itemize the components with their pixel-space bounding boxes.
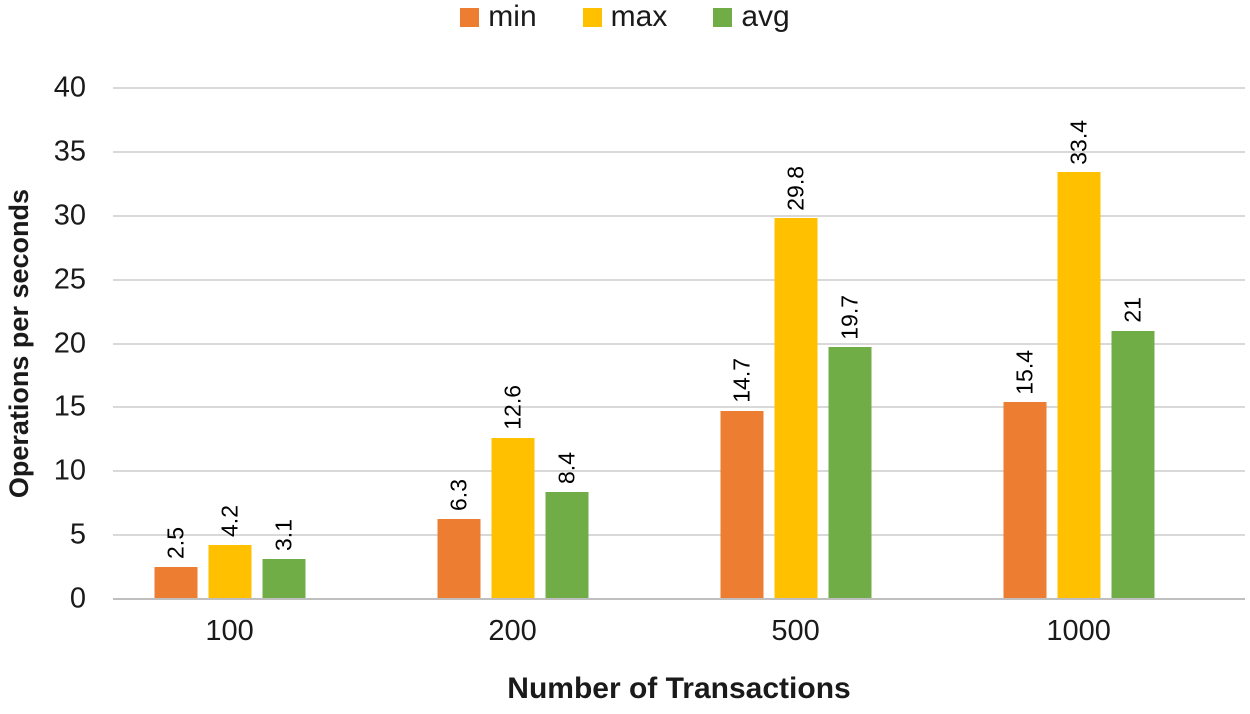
legend-item-max: max <box>582 0 668 33</box>
chart-legend: min max avg <box>0 2 1250 32</box>
bar-value-label: 33.4 <box>1065 119 1092 165</box>
bar-avg-1000 <box>1111 330 1155 599</box>
bar-group-100: 2.5 4.2 3.1 <box>154 88 306 599</box>
gridline <box>113 406 1245 409</box>
gridline <box>113 278 1245 281</box>
y-tick-label: 30 <box>53 199 86 232</box>
x-axis-tick-labels: 100 200 500 1000 <box>113 599 1245 649</box>
bar-value-label: 8.4 <box>553 451 580 484</box>
bar-value-label: 3.1 <box>270 519 297 552</box>
bar-value-label: 14.7 <box>728 358 755 404</box>
bar-column-max-100: 4.2 <box>208 88 252 599</box>
bar-column-min-1000: 15.4 <box>1003 88 1047 599</box>
y-tick-label: 40 <box>53 71 86 104</box>
bar-avg-100 <box>262 559 306 599</box>
legend-swatch-icon <box>713 7 733 27</box>
y-tick-label: 35 <box>53 135 86 168</box>
bar-column-avg-1000: 21 <box>1111 88 1155 599</box>
gridline <box>113 342 1245 345</box>
bar-column-min-100: 2.5 <box>154 88 198 599</box>
gridline <box>113 534 1245 537</box>
x-tick-label: 200 <box>488 615 537 647</box>
bar-value-label: 4.2 <box>216 505 243 538</box>
x-tick-label: 100 <box>205 615 254 647</box>
y-axis-tick-labels: 0 5 10 15 20 25 30 35 40 <box>0 73 86 613</box>
bar-value-label: 2.5 <box>162 527 189 560</box>
x-tick-label: 500 <box>771 615 820 647</box>
bar-value-label: 15.4 <box>1011 349 1038 395</box>
bar-value-label: 19.7 <box>836 294 863 340</box>
bar-value-label: 12.6 <box>499 385 526 431</box>
bar-max-500 <box>774 218 818 599</box>
plot-area: 2.5 4.2 3.1 6.3 12.6 8.4 14.7 29.8 19.7 15.4 33.4 2… <box>113 87 1245 600</box>
legend-item-min: min <box>460 0 537 33</box>
bar-min-500 <box>720 411 764 599</box>
bar-group-200: 6.3 12.6 8.4 <box>437 88 589 599</box>
bar-column-max-500: 29.8 <box>774 88 818 599</box>
y-tick-label: 20 <box>53 327 86 359</box>
bar-avg-200 <box>545 491 589 599</box>
bar-min-1000 <box>1003 402 1047 599</box>
legend-swatch-icon <box>460 7 480 27</box>
bar-column-max-1000: 33.4 <box>1057 88 1101 599</box>
bar-column-avg-500: 19.7 <box>828 88 872 599</box>
bar-max-100 <box>208 545 252 599</box>
x-tick-label: 1000 <box>1046 615 1111 647</box>
legend-label: avg <box>741 0 790 33</box>
bar-max-200 <box>491 438 535 599</box>
legend-swatch-icon <box>582 7 602 27</box>
bar-column-min-500: 14.7 <box>720 88 764 599</box>
legend-label: max <box>610 0 668 33</box>
bar-group-500: 14.7 29.8 19.7 <box>720 88 872 599</box>
y-tick-label: 25 <box>53 263 86 296</box>
y-tick-label: 0 <box>69 582 86 615</box>
x-axis-line <box>113 598 1245 600</box>
bar-min-200 <box>437 518 481 599</box>
bar-group-1000: 15.4 33.4 21 <box>1003 88 1155 599</box>
bar-column-avg-100: 3.1 <box>262 88 306 599</box>
gridline <box>113 150 1245 153</box>
bar-min-100 <box>154 567 198 599</box>
gridline <box>113 470 1245 473</box>
y-tick-label: 5 <box>69 518 86 551</box>
gridline <box>113 214 1245 217</box>
x-axis-title: Number of Transactions <box>507 672 851 705</box>
bar-column-max-200: 12.6 <box>491 88 535 599</box>
bar-avg-500 <box>828 347 872 599</box>
bar-max-1000 <box>1057 172 1101 599</box>
bar-column-avg-200: 8.4 <box>545 88 589 599</box>
legend-item-avg: avg <box>713 0 790 33</box>
legend-label: min <box>488 0 537 33</box>
bar-column-min-200: 6.3 <box>437 88 481 599</box>
gridline <box>113 87 1245 89</box>
bar-value-label: 6.3 <box>445 478 472 511</box>
bar-value-label: 21 <box>1119 297 1146 323</box>
bar-value-label: 29.8 <box>782 165 809 211</box>
y-tick-label: 10 <box>53 454 86 487</box>
y-tick-label: 15 <box>53 390 86 423</box>
